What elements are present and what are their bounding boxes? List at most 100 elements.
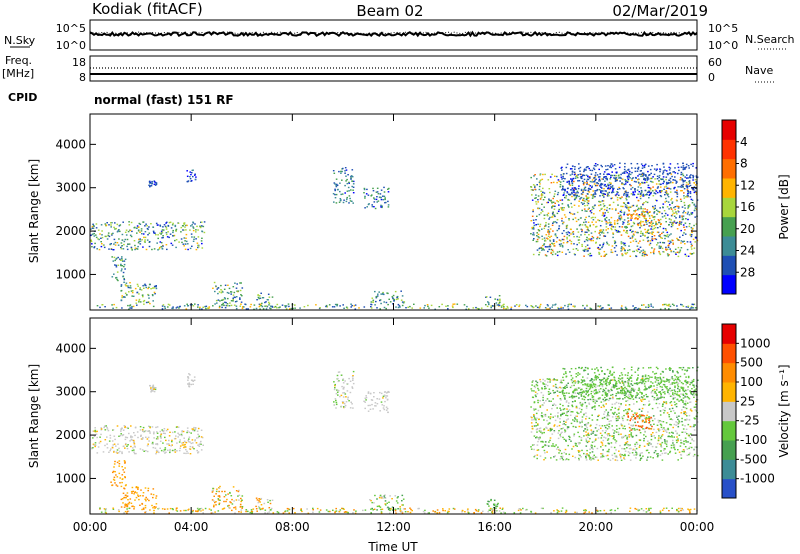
heatmap-cell: [626, 377, 629, 379]
heatmap-cell: [640, 207, 642, 210]
heatmap-cell: [642, 182, 644, 184]
heatmap-cell: [260, 504, 263, 506]
heatmap-cell: [572, 305, 575, 307]
heatmap-cell: [152, 507, 154, 509]
heatmap-cell: [689, 191, 692, 193]
heatmap-cell: [603, 171, 606, 173]
heatmap-cell: [401, 494, 404, 497]
heatmap-cell: [666, 441, 668, 443]
heatmap-cell: [630, 219, 632, 221]
heatmap-cell: [668, 254, 670, 256]
heatmap-cell: [661, 216, 664, 218]
heatmap-cell: [467, 308, 470, 310]
heatmap-cell: [537, 424, 539, 426]
heatmap-cell: [636, 453, 639, 456]
heatmap-cell: [587, 200, 590, 202]
heatmap-cell: [650, 305, 653, 307]
heatmap-cell: [611, 412, 614, 414]
heatmap-cell: [346, 178, 348, 181]
heatmap-cell: [556, 212, 559, 215]
heatmap-cell: [615, 417, 618, 420]
heatmap-cell: [122, 248, 125, 250]
heatmap-cell: [101, 243, 103, 245]
heatmap-cell: [562, 242, 565, 244]
heatmap-cell: [536, 306, 539, 309]
heatmap-cell: [552, 398, 554, 400]
heatmap-cell: [139, 287, 141, 289]
heatmap-cell: [156, 443, 159, 445]
heatmap-cell: [594, 192, 596, 194]
heatmap-cell: [571, 206, 573, 208]
heatmap-cell: [644, 228, 646, 231]
heatmap-cell: [382, 291, 384, 294]
heatmap-cell: [652, 415, 655, 417]
heatmap-cell: [345, 169, 348, 171]
heatmap-cell: [172, 231, 174, 234]
heatmap-cell: [487, 503, 489, 505]
heatmap-cell: [665, 452, 667, 454]
heatmap-cell: [226, 305, 229, 307]
heatmap-cell: [534, 174, 536, 176]
heatmap-cell: [590, 212, 593, 214]
heatmap-cell: [553, 214, 556, 216]
heatmap-cell: [568, 182, 571, 184]
heatmap-cell: [530, 233, 532, 235]
heatmap-cell: [670, 221, 673, 224]
heatmap-cell: [122, 502, 124, 504]
heatmap-cell: [547, 230, 550, 232]
heatmap-cell: [495, 507, 497, 509]
heatmap-cell: [113, 273, 115, 275]
heatmap-cell: [669, 390, 672, 392]
heatmap-cell: [682, 400, 684, 402]
heatmap-cell: [151, 385, 154, 388]
heatmap-cell: [364, 397, 367, 399]
heatmap-cell: [546, 451, 548, 453]
heatmap-cell: [232, 294, 235, 296]
heatmap-cell: [183, 222, 186, 224]
heatmap-cell: [243, 306, 245, 308]
heatmap-cell: [334, 183, 336, 185]
heatmap-cell: [176, 450, 178, 452]
heatmap-cell: [682, 215, 685, 217]
heatmap-cell: [134, 491, 136, 494]
heatmap-cell: [641, 397, 644, 399]
heatmap-cell: [674, 179, 676, 181]
heatmap-cell: [552, 181, 555, 184]
heatmap-cell: [623, 202, 626, 204]
heatmap-cell: [123, 488, 126, 490]
heatmap-cell: [680, 166, 683, 168]
heatmap-cell: [653, 218, 656, 221]
heatmap-cell: [593, 213, 595, 215]
heatmap-cell: [234, 282, 236, 284]
heatmap-cell: [379, 391, 381, 394]
heatmap-cell: [120, 428, 123, 431]
heatmap-cell: [167, 449, 169, 451]
heatmap-cell: [578, 224, 581, 227]
heatmap-cell: [162, 304, 165, 306]
heatmap-cell: [559, 199, 562, 201]
heatmap-cell: [371, 399, 374, 401]
heatmap-cell: [598, 306, 601, 308]
heatmap-cell: [189, 445, 192, 448]
heatmap-cell: [367, 410, 370, 412]
heatmap-cell: [205, 305, 208, 307]
heatmap-cell: [609, 382, 611, 384]
heatmap-cell: [562, 187, 564, 190]
heatmap-cell: [151, 248, 153, 251]
heatmap-cell: [565, 439, 567, 441]
heatmap-cell: [179, 305, 181, 308]
heatmap-cell: [161, 229, 164, 231]
heatmap-cell: [693, 396, 695, 398]
heatmap-cell: [544, 173, 546, 176]
heatmap-cell: [199, 306, 201, 309]
heatmap-cell: [665, 221, 667, 223]
heatmap-cell: [613, 187, 615, 190]
heatmap-cell: [536, 240, 539, 243]
heatmap-cell: [196, 437, 198, 439]
heatmap-cell: [373, 392, 375, 394]
heatmap-cell: [285, 305, 288, 307]
heatmap-cell: [393, 299, 396, 301]
heatmap-cell: [577, 431, 579, 434]
heatmap-cell: [112, 232, 114, 235]
heatmap-cell: [562, 221, 565, 224]
